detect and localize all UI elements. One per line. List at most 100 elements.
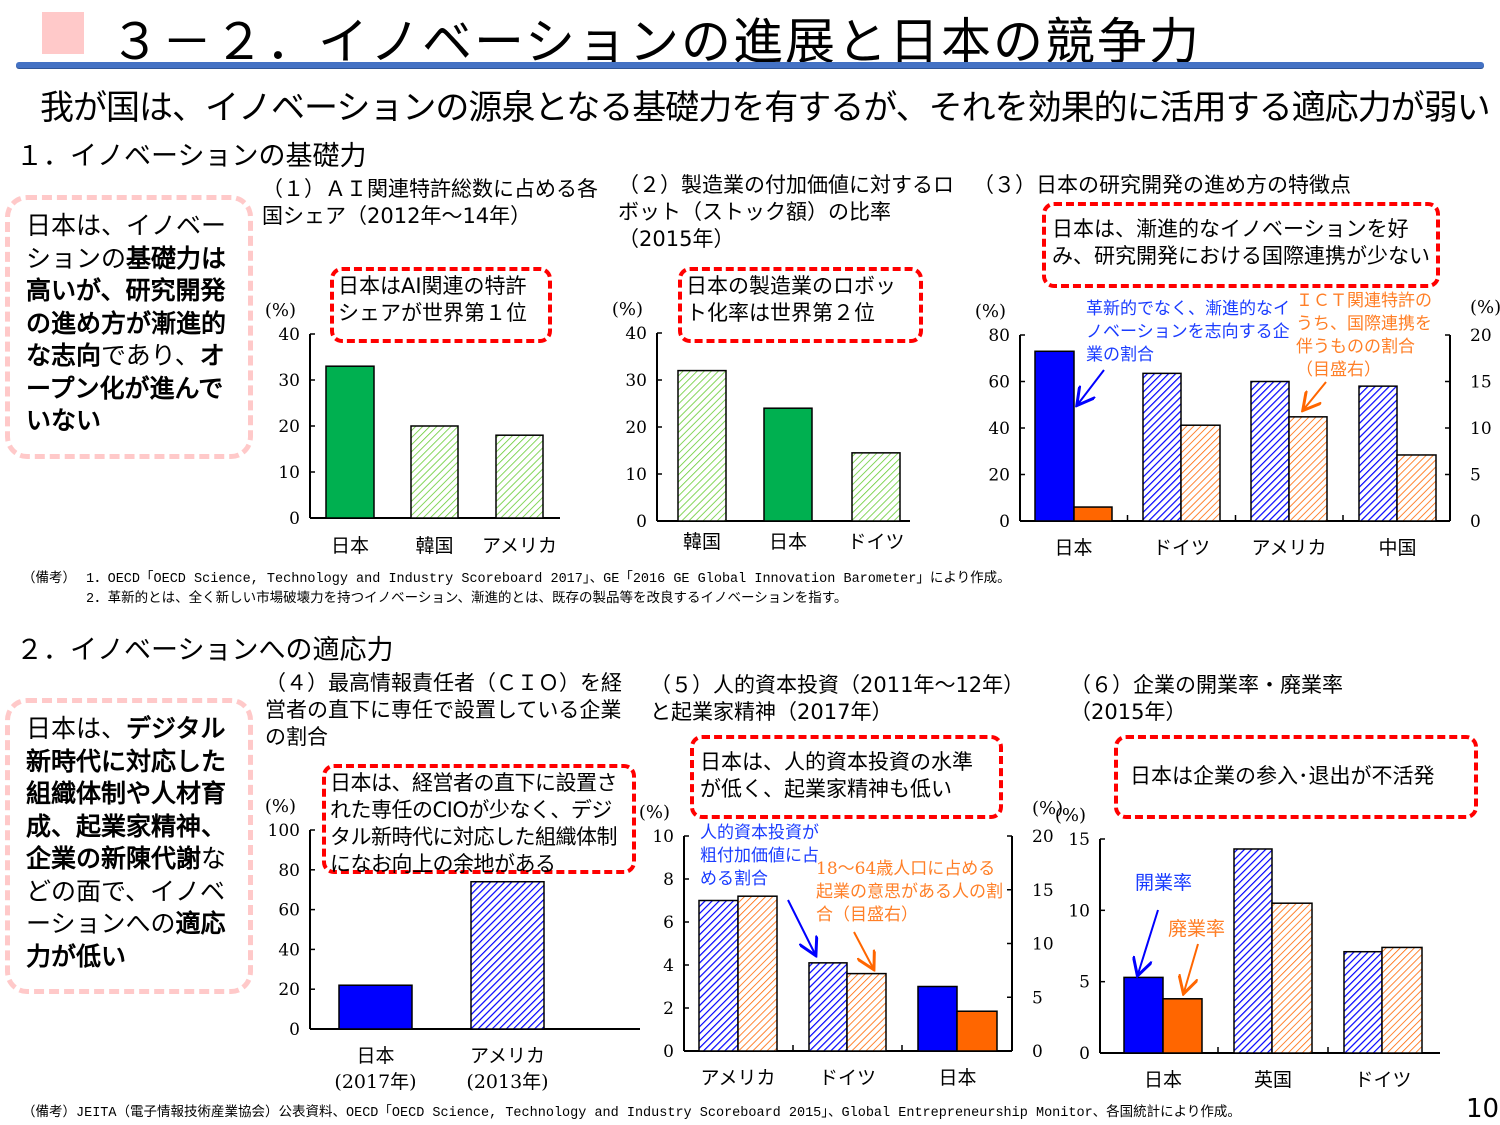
chart3-series1-arrow [1078,369,1105,404]
c3-category-label: ドイツ [1153,537,1210,559]
c4-category-label: (2017年) [334,1071,416,1093]
c3-bar-series2 [1396,454,1437,522]
chart6-title: （６）企業の開業率・廃業率（2015年） [1070,673,1343,724]
c2-category-label: 日本 [769,531,807,553]
c3-ytick-right-label: 5 [1470,466,1481,486]
chart6-series2-label: 廃業率 [1168,918,1226,940]
c3-bar-series1 [1034,350,1075,522]
c4-bar [470,880,545,1030]
c5-ylabel: (%) [639,802,670,823]
chart3-series2-label: ＩＣＴ関連特許のうち、国際連携を伴うものの割合（目盛右） [1296,291,1432,380]
c3-category-label: 日本 [1054,537,1092,559]
c1-bar [495,434,544,519]
chart2-title: （２）製造業の付加価値に対するロボット（ストック額）の比率（2015年） [618,173,954,251]
c4-ytick-label: 0 [289,1020,300,1040]
chart6-series1-arrow [1138,909,1159,974]
c5-category-label: アメリカ [700,1067,775,1089]
section1-footnote-2: 2．革新的とは、全く新しい市場破壊力を持つイノベーション、漸進的とは、既存の製品… [86,592,848,607]
c3-ytick-right-label: 20 [1470,326,1492,346]
c2-bar [851,452,901,522]
c3-bar-series2 [1180,424,1221,522]
c4-bar [338,984,413,1030]
c6-ylabel: (%) [1055,805,1086,826]
c5-ytick-right-label: 0 [1032,1042,1043,1062]
c5-ytick-right-label: 5 [1032,988,1043,1008]
c6-bar-series2 [1381,946,1423,1054]
c3-ytick-label: 20 [988,466,1010,486]
c2-ytick-label: 10 [625,465,647,485]
chart5-series1-label: 人的資本投資が粗付加価値に占める割合 [700,823,819,889]
chart3-callout: 日本は、漸進的なイノベーションを好み、研究開発における国際連携が少ない [1042,202,1440,288]
c5-category-label: ドイツ [819,1067,876,1089]
c5-ytick-label: 8 [663,870,674,890]
chart2-callout: 日本の製造業のロボット化率は世界第２位 [678,267,923,343]
c5-bar-series1 [698,899,739,1052]
section1-title: １．イノベーションの基礎力 [16,141,367,172]
c2-ytick-label: 40 [625,324,647,344]
c3-bar-series1 [1358,385,1398,522]
c5-ytick-right-label: 10 [1032,935,1054,955]
c4-ytick-label: 40 [278,940,300,960]
page-subtitle: 我が国は、イノベーションの源泉となる基礎力を有するが、それを効果的に活用する適応… [40,88,1491,128]
chart4-callout: 日本は、経営者の直下に設置された専任のCIOが少なく、デジタル新時代に対応した組… [322,764,636,876]
c6-ytick-label: 10 [1068,901,1090,921]
section2-title: ２．イノベーションへの適応力 [16,635,394,666]
title-divider [16,62,1484,68]
c6-bar-series1 [1343,950,1383,1054]
c5-ytick-label: 0 [663,1042,674,1062]
c3-ytick-right-label: 0 [1470,512,1481,532]
section2-summary: 日本は、デジタル新時代に対応した組織体制や人材育成、起業家精神、企業の新陳代謝な… [5,698,253,994]
c3-ylabel-right: (%) [1470,297,1500,318]
c6-bar-series1 [1233,848,1273,1054]
c4-ytick-label: 100 [268,821,300,841]
c2-category-label: 韓国 [683,531,721,553]
c1-bar [325,365,375,519]
c6-category-label: 日本 [1144,1069,1182,1091]
c4-ytick-label: 60 [278,901,300,921]
c5-bar-series1 [808,962,848,1052]
c6-bar-series2 [1162,998,1203,1054]
title-marker [42,12,84,54]
c3-bar-series1 [1142,372,1182,522]
c3-ytick-label: 80 [988,326,1010,346]
c2-ytick-label: 30 [625,371,647,391]
c4-category-label: 日本 [356,1045,394,1067]
chart1-callout: 日本はAI関連の特許シェアが世界第１位 [330,267,552,343]
c5-bar-series1 [917,985,958,1052]
chart5-series2-label: 18～64歳人口に占める起業の意思がある人の割合（目盛右） [816,859,1003,925]
c3-category-label: アメリカ [1251,537,1326,559]
chart6-series2-arrow [1184,943,1199,992]
page-title: ３－２．イノベーションの進展と日本の競争力 [110,13,1201,71]
c3-ytick-right-label: 15 [1470,373,1492,393]
c4-ytick-label: 80 [278,861,300,881]
c5-ylabel-right: (%) [1032,798,1063,819]
c5-category-label: 日本 [938,1067,976,1089]
c6-bar-series2 [1271,902,1313,1054]
chart3-series2-arrow [1304,381,1327,409]
c5-ytick-label: 10 [652,827,674,847]
c3-ytick-label: 40 [988,419,1010,439]
c2-ytick-label: 0 [636,512,647,532]
section2-footnote: （備考）JEITA（電子情報技術産業協会）公表資料、OECD「OECD Scie… [22,1106,1241,1121]
c3-ytick-label: 60 [988,373,1010,393]
c1-category-label: アメリカ [482,535,557,557]
c1-ytick-label: 0 [289,509,300,529]
c3-ytick-label: 0 [999,512,1010,532]
c4-ytick-label: 20 [278,980,300,1000]
chart3-title: （３）日本の研究開発の進め方の特徴点 [973,173,1351,197]
c5-bar-series2 [956,1010,998,1052]
c5-ytick-right-label: 20 [1032,827,1054,847]
c5-bar-series2 [846,972,887,1052]
c3-bar-series1 [1250,380,1290,522]
c4-category-label: アメリカ [470,1045,545,1067]
c3-bar-series2 [1073,506,1113,522]
c1-ytick-label: 20 [278,417,300,437]
c1-category-label: 日本 [331,535,369,557]
c6-category-label: ドイツ [1354,1069,1411,1091]
chart5-title: （５）人的資本投資（2011年～12年）と起業家精神（2017年） [650,673,1025,724]
c5-bar-series2 [737,895,778,1052]
c1-category-label: 韓国 [415,535,453,557]
c2-category-label: ドイツ [847,531,904,553]
c3-ylabel: (%) [975,301,1006,322]
